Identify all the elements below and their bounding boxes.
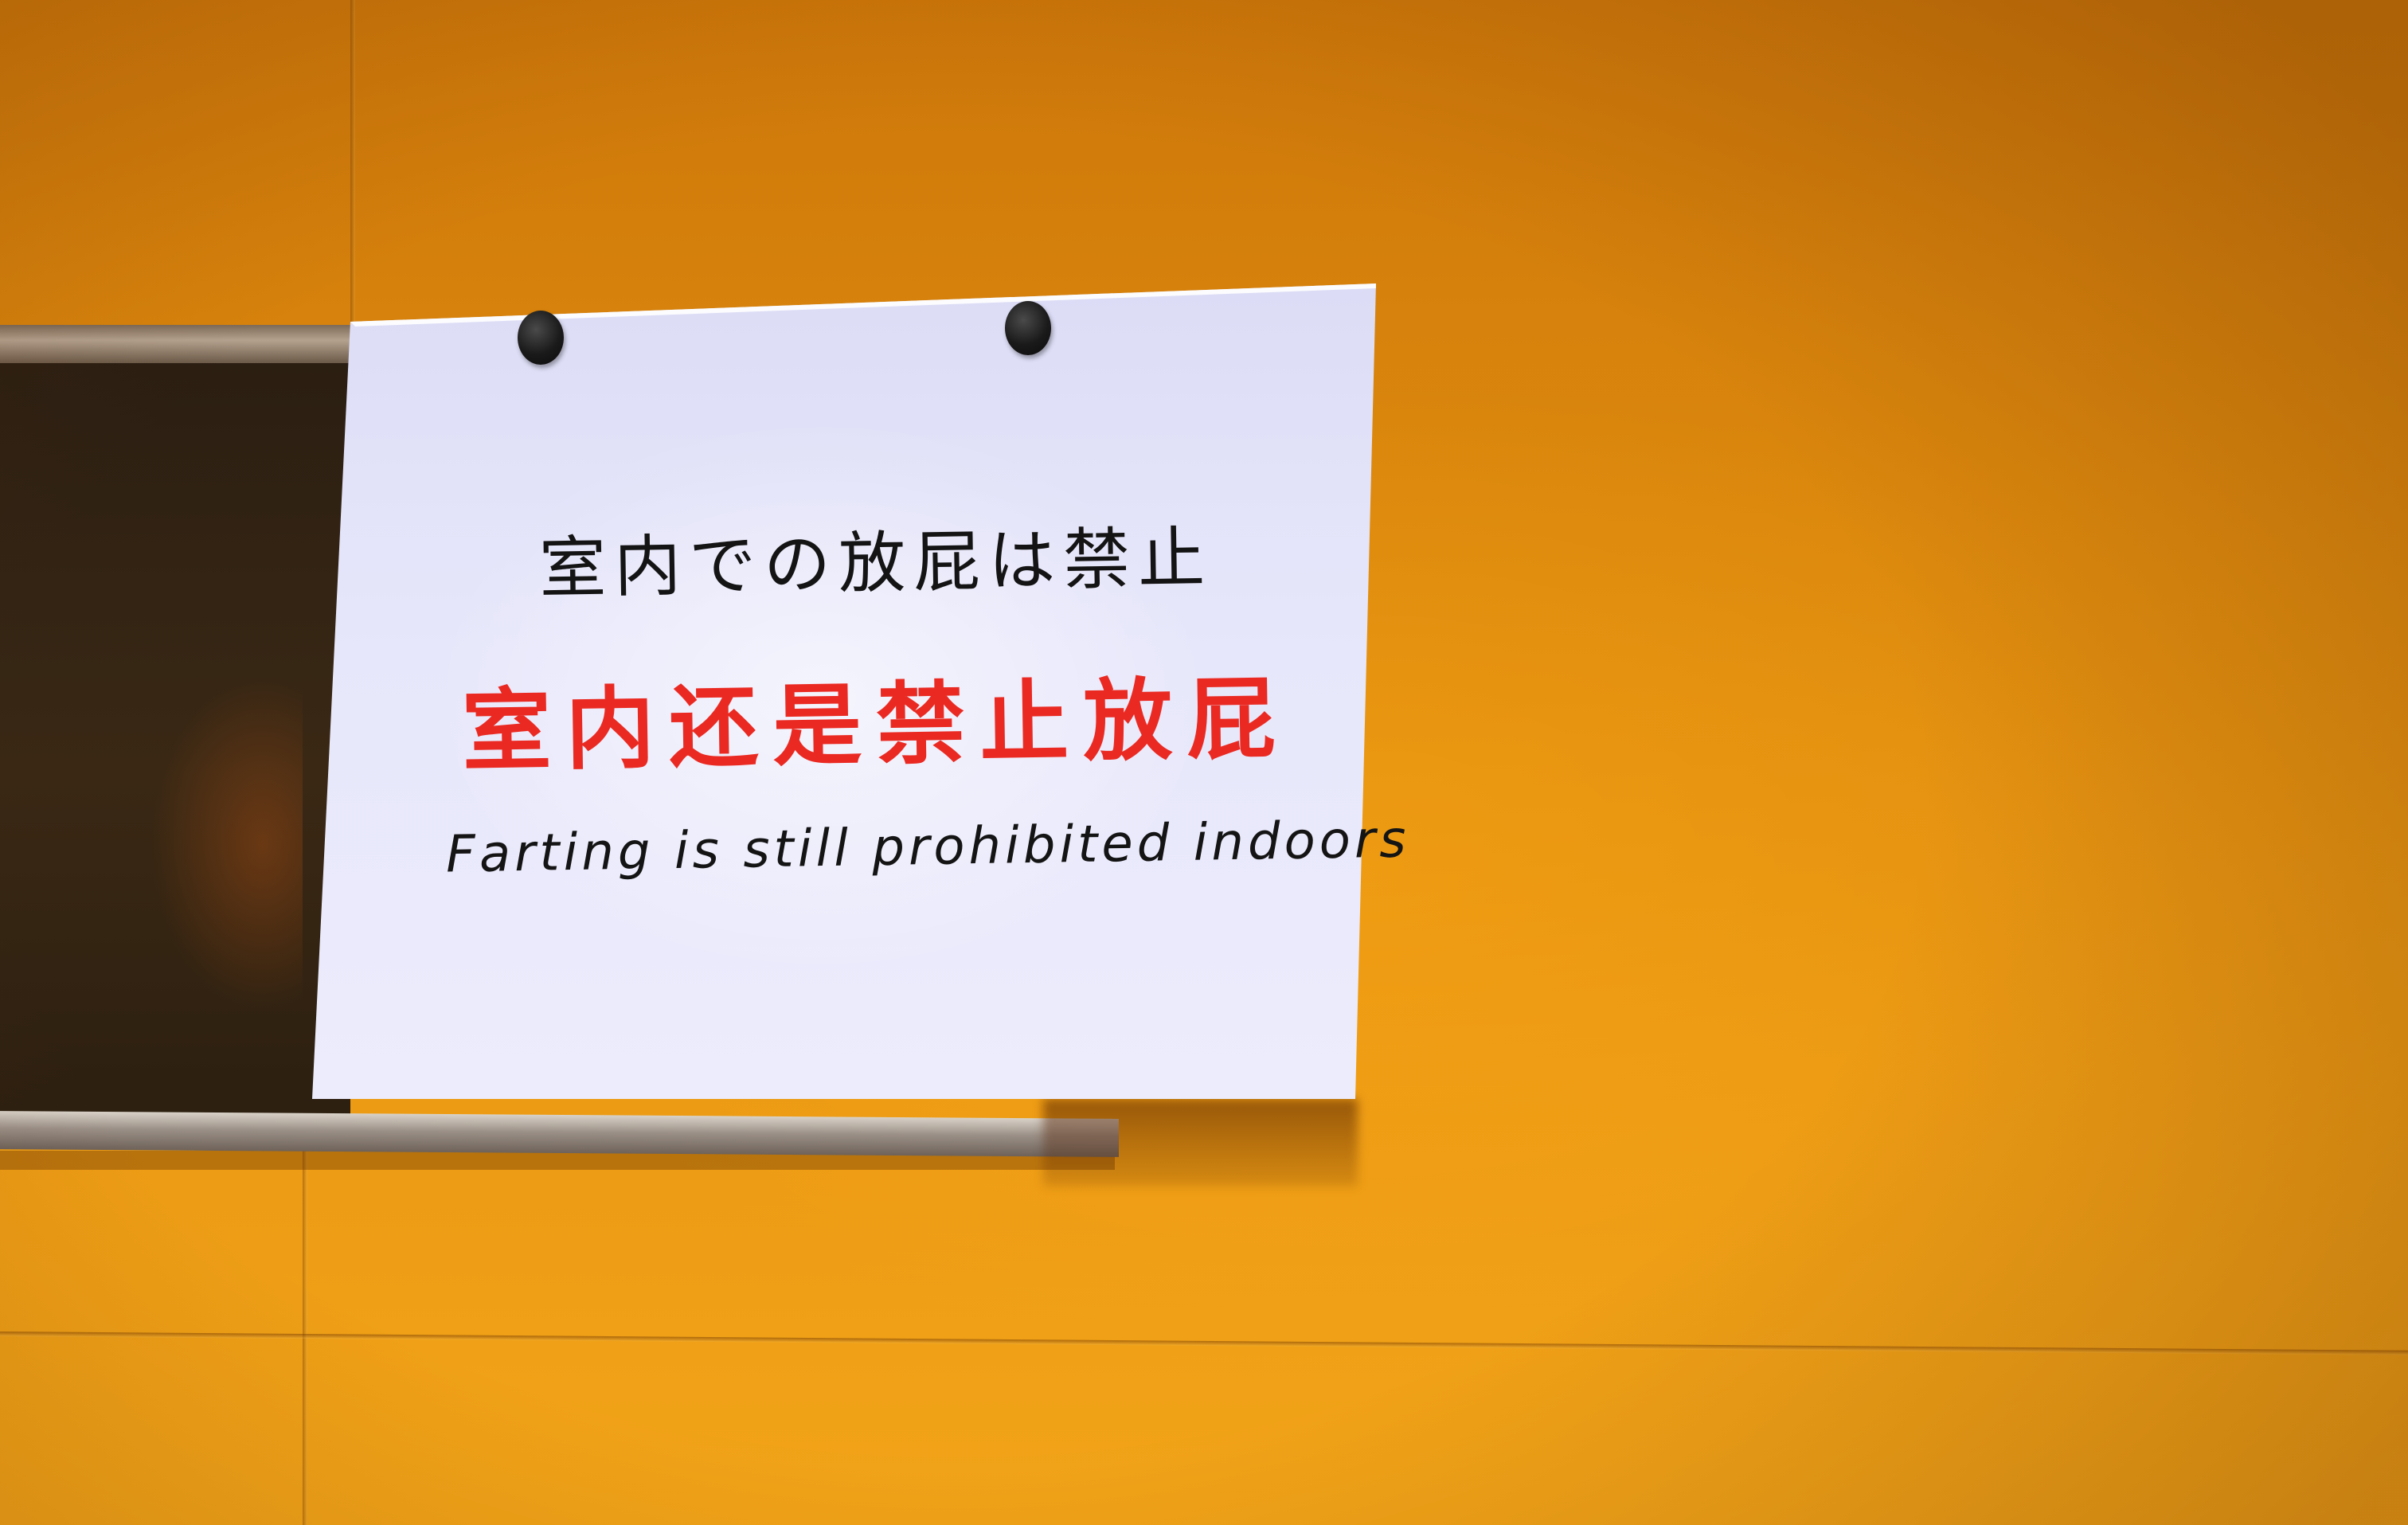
sign-shadow (1043, 1099, 1358, 1187)
wall-seam-vertical-top (350, 0, 355, 334)
paper-sign (312, 283, 1376, 1099)
pin-right-icon (1005, 301, 1051, 355)
window-top-frame (0, 325, 358, 363)
dark-window (0, 334, 350, 1131)
window-reflection (0, 605, 303, 1051)
pin-left-icon (518, 311, 564, 365)
